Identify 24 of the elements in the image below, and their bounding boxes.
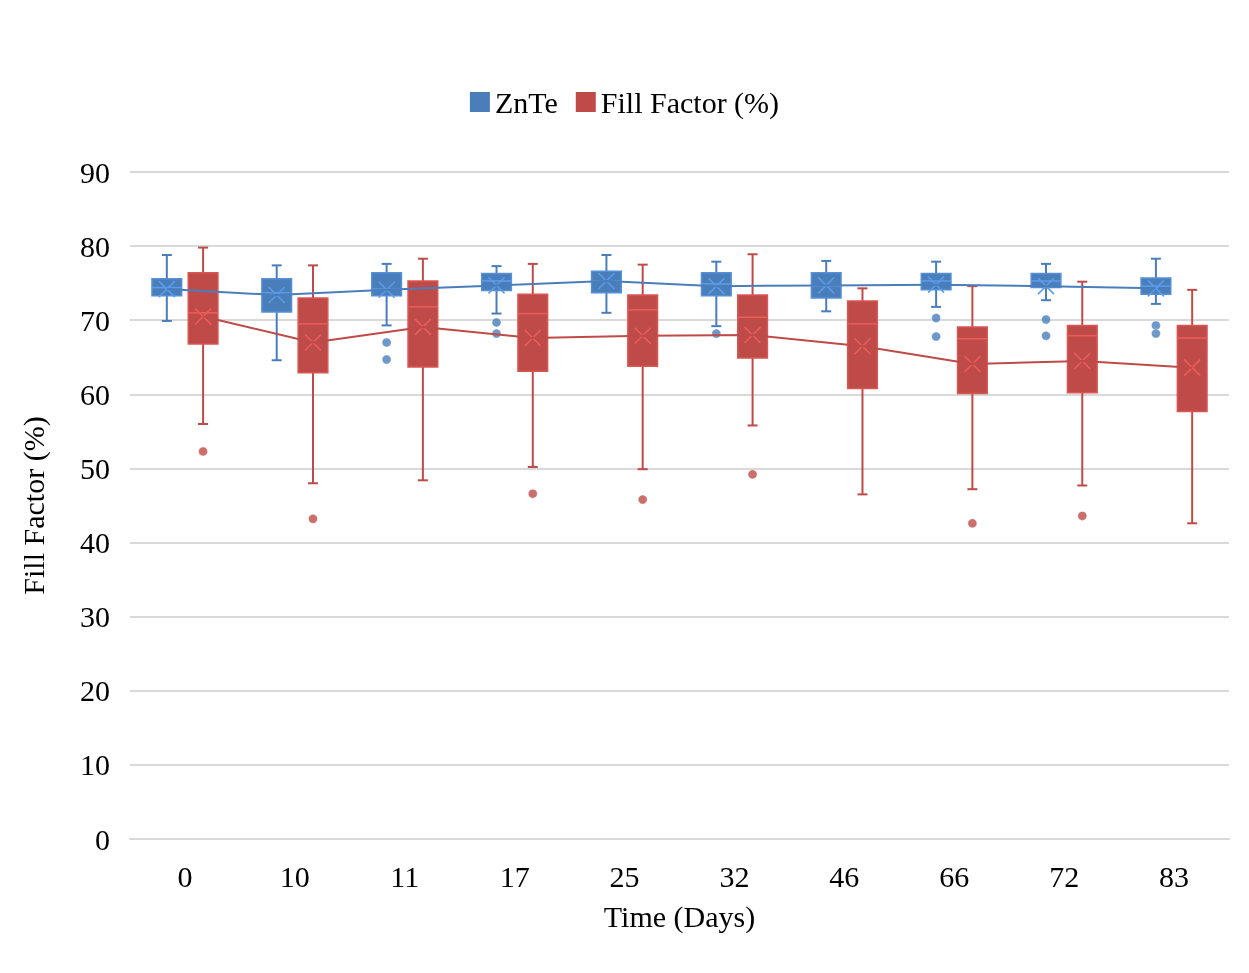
x-tick-label: 46 xyxy=(829,859,860,893)
legend-label: ZnTe xyxy=(494,85,558,119)
x-axis-title: Time (Days) xyxy=(603,899,756,934)
y-tick-label: 50 xyxy=(80,451,110,485)
legend-label: Fill Factor (%) xyxy=(600,85,780,120)
y-tick-label: 0 xyxy=(95,822,110,856)
x-tick-label: 83 xyxy=(1159,859,1190,893)
x-tick-label: 66 xyxy=(939,859,970,893)
x-tick-label: 17 xyxy=(499,859,530,893)
y-tick-label: 60 xyxy=(80,377,110,411)
x-tick-label: 0 xyxy=(177,859,193,893)
y-axis-title: Fill Factor (%) xyxy=(16,416,51,595)
y-tick-label: 70 xyxy=(80,303,110,337)
x-tick-label: 11 xyxy=(390,859,420,893)
y-tick-label: 20 xyxy=(80,674,110,708)
y-tick-label: 40 xyxy=(80,526,110,560)
y-tick-label: 90 xyxy=(80,155,110,189)
x-tick-label: 10 xyxy=(279,859,310,893)
x-tick-label: 72 xyxy=(1049,859,1080,893)
x-tick-label: 32 xyxy=(719,859,750,893)
x-tick-label: 25 xyxy=(609,859,640,893)
y-tick-label: 10 xyxy=(80,748,110,782)
y-tick-label: 80 xyxy=(80,229,110,263)
y-tick-label: 30 xyxy=(80,600,110,634)
